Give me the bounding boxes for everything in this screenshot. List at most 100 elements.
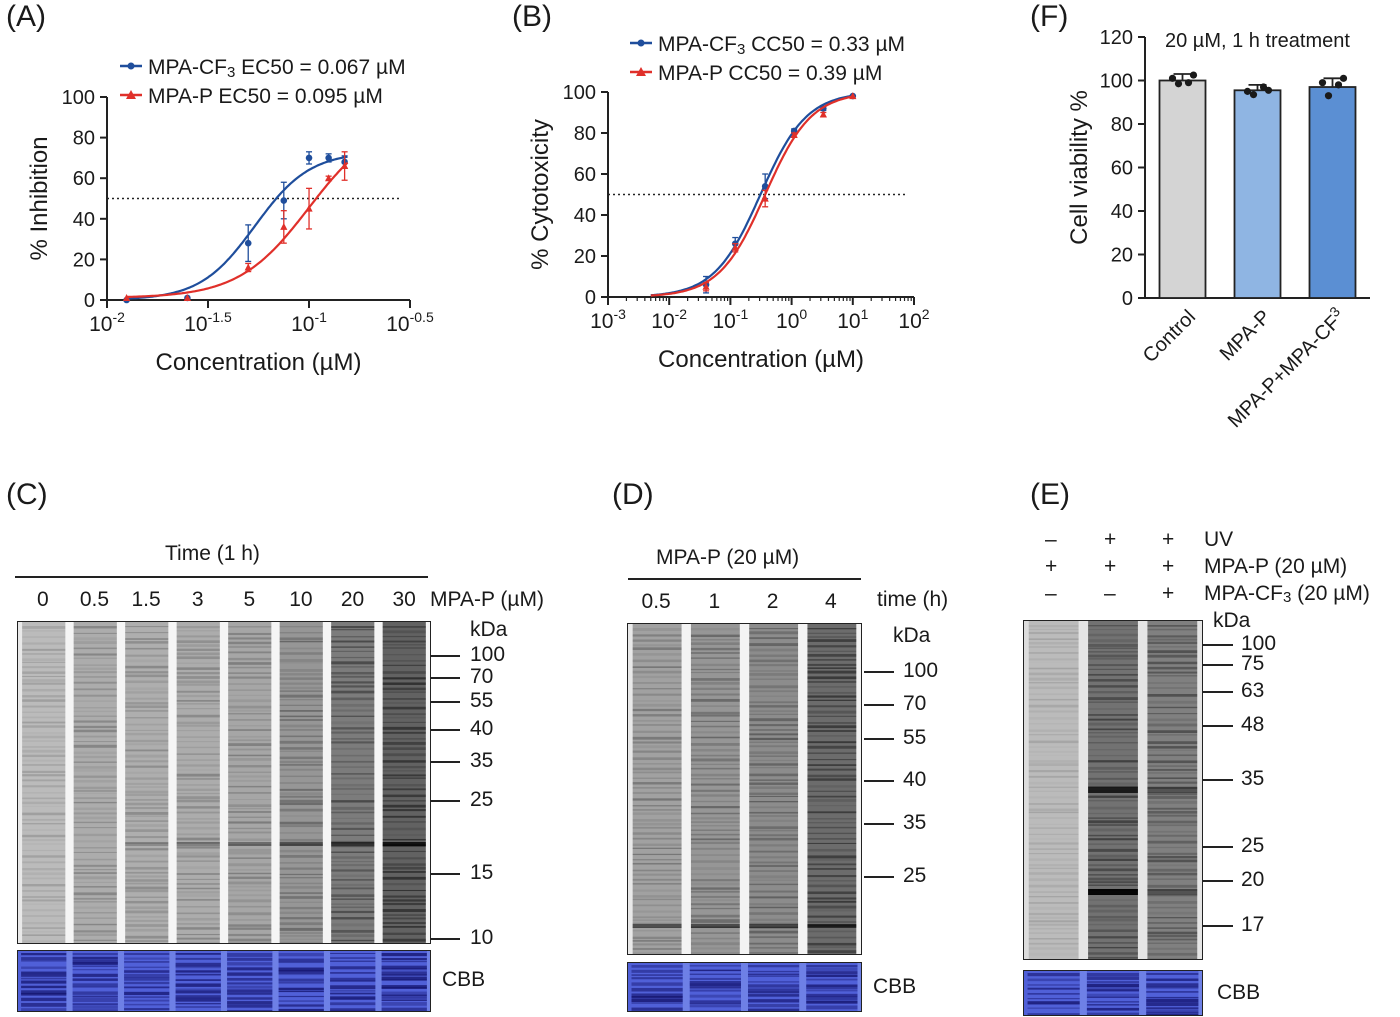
gel-band [632,922,682,925]
panel-a-chart: 0 20 40 60 80 100 10-2 10-1.5 10-1 10-0.5 Concentr… [26,56,434,376]
gel-band [331,898,375,900]
gel-band [331,906,375,909]
gel-band [73,626,117,629]
gel-band [176,891,220,894]
gel-band [22,834,66,838]
gel-band [632,666,682,669]
gel-band [22,725,66,728]
gel-band [22,636,66,638]
cbb-band [1146,1007,1199,1010]
cbb-band [1146,1002,1199,1007]
gel-band [176,796,220,800]
cbb-band [631,993,683,998]
gel-band [807,811,857,814]
gel-band [1147,749,1198,751]
cbb-band [1146,983,1199,987]
gel-band [176,873,220,875]
cbb-band [747,994,800,997]
gel-band [1028,646,1079,648]
gel-band [125,820,169,822]
panel-c-marker-tick [430,701,460,703]
gel-band [176,652,220,656]
gel-band [807,628,857,630]
cbb-band [124,996,170,999]
panel-f-y-tick-label: 100 [1100,71,1133,93]
gel-band [382,938,426,942]
cbb-band [747,1008,800,1011]
cbb-lane-gap [66,951,73,1011]
gel-band [279,637,323,641]
gel-band [331,822,375,825]
gel-band [1088,957,1138,959]
gel-band [1028,853,1079,855]
panel-b-legend-marker [636,67,646,76]
gel-band [807,710,857,714]
cbb-band [175,1006,221,1008]
gel-band [176,640,220,644]
gel-band [228,848,272,852]
gel-band [22,903,66,905]
gel-strong-band [632,924,682,928]
gel-band [228,705,272,709]
cbb-band [1086,1001,1140,1003]
gel-band [382,895,426,898]
gel-band [1147,855,1198,859]
gel-band [176,736,220,738]
gel-band [331,703,375,707]
gel-band [1028,763,1079,767]
gel-band [690,806,740,809]
gel-band [279,808,323,812]
panel-c-kda: kDa [470,618,508,641]
gel-band [690,678,740,681]
gel-band [331,923,375,927]
gel-band [22,909,66,912]
gel-band [1147,765,1198,767]
panel-b-legend-label: MPA-P CC50 = 0.39 µM [658,62,882,85]
gel-band [749,896,799,899]
gel-band [632,862,682,865]
panel-a-label: (A) [6,0,46,33]
panel-d-marker-tick [864,738,894,740]
gel-band [382,760,426,763]
gel-band [807,774,857,778]
gel-band [690,647,740,651]
cbb-band [175,973,221,976]
gel-band [73,637,117,641]
gel-band [73,751,117,755]
gel-band [1088,834,1138,837]
gel-band [331,715,375,717]
gel-band [632,791,682,794]
cbb-band [1086,981,1140,984]
panel-a-blue-data-point [305,154,313,162]
gel-band [1147,661,1198,665]
gel-band [807,900,857,903]
gel-band [125,829,169,832]
cbb-band [124,1008,170,1011]
gel-band [125,632,169,634]
gel-band [690,895,740,898]
cbb-band [278,1008,324,1011]
panel-b-y-axis-title: % Cytotoxicity [527,119,554,270]
panel-c-marker-label: 100 [470,643,506,666]
gel-band [331,636,375,638]
gel-band [1028,927,1079,930]
gel-band [1028,902,1079,904]
gel-band [1147,938,1198,941]
gel-band [1147,807,1198,810]
gel-band [1088,722,1138,726]
gel-band [228,876,272,879]
panel-d-marker-tick [864,876,894,878]
gel-band [279,927,323,931]
gel-band [749,856,799,859]
gel-band [176,933,220,936]
gel-band [1088,766,1138,770]
gel-band [749,759,799,762]
gel-band [690,668,740,671]
gel-band [73,741,117,743]
gel-band [749,763,799,766]
gel-band [690,767,740,770]
gel-band [1088,742,1138,744]
panel-f-y-axis-title: Cell viability % [1066,90,1093,245]
panel-b-blue-fit-curve [650,94,853,297]
gel-band [807,645,857,648]
